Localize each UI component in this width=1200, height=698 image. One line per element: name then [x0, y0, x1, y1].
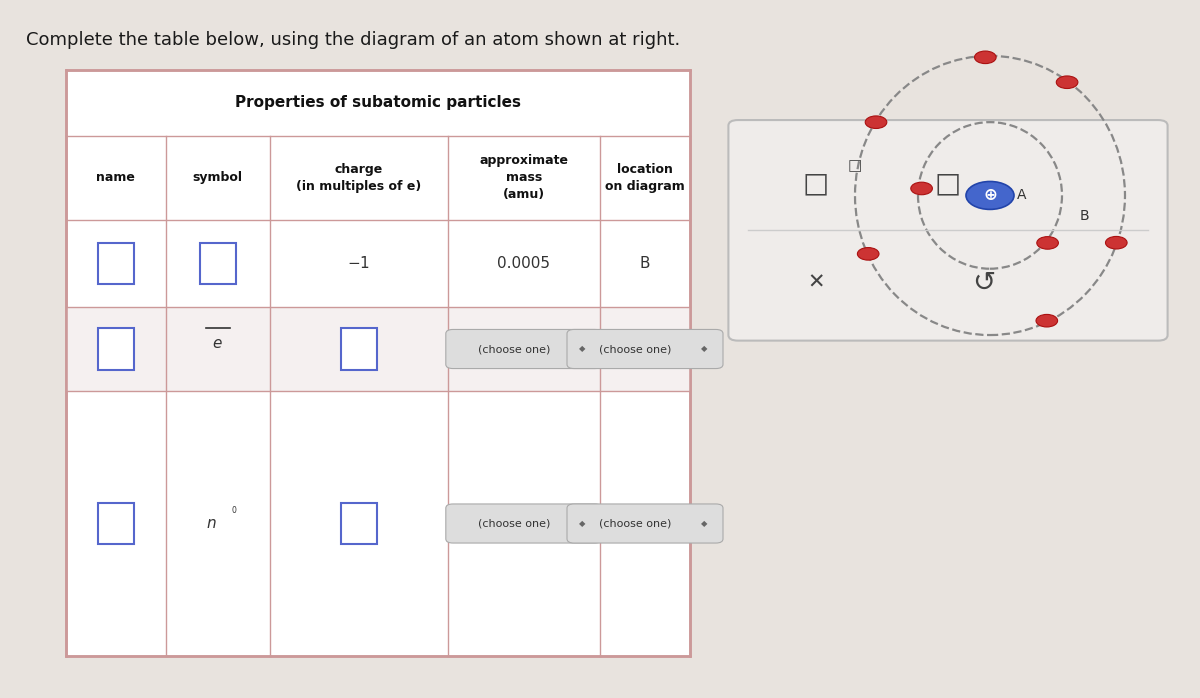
Text: □: □	[979, 191, 994, 207]
Text: ◆: ◆	[580, 345, 586, 353]
Circle shape	[966, 181, 1014, 209]
FancyBboxPatch shape	[341, 328, 377, 370]
Text: location
on diagram: location on diagram	[605, 163, 685, 193]
Text: ✕: ✕	[808, 273, 824, 292]
Text: □: □	[935, 170, 961, 198]
Circle shape	[1037, 237, 1058, 249]
Text: □: □	[803, 170, 829, 198]
Text: Complete the table below, using the diagram of an atom shown at right.: Complete the table below, using the diag…	[26, 31, 680, 50]
FancyBboxPatch shape	[341, 503, 377, 544]
Circle shape	[865, 116, 887, 128]
Text: (choose one): (choose one)	[478, 519, 551, 528]
Text: B: B	[640, 256, 650, 271]
Circle shape	[1056, 76, 1078, 89]
Circle shape	[911, 182, 932, 195]
Text: approximate
mass
(amu): approximate mass (amu)	[479, 154, 569, 202]
Text: $^{0}$: $^{0}$	[232, 506, 238, 516]
FancyBboxPatch shape	[568, 329, 722, 369]
Text: ◆: ◆	[580, 519, 586, 528]
FancyBboxPatch shape	[568, 504, 722, 543]
Text: $e$: $e$	[212, 336, 223, 351]
Text: $n$: $n$	[206, 516, 217, 531]
FancyBboxPatch shape	[98, 503, 134, 544]
Text: B: B	[1080, 209, 1090, 223]
FancyBboxPatch shape	[98, 242, 134, 285]
Text: name: name	[96, 172, 136, 184]
FancyBboxPatch shape	[446, 329, 602, 369]
FancyBboxPatch shape	[66, 70, 690, 656]
Text: ◆: ◆	[701, 345, 707, 353]
FancyBboxPatch shape	[98, 328, 134, 370]
FancyBboxPatch shape	[66, 307, 690, 391]
Circle shape	[857, 248, 878, 260]
Text: ⊕: ⊕	[983, 186, 997, 205]
Text: $-1$: $-1$	[347, 255, 371, 272]
Text: (choose one): (choose one)	[478, 344, 551, 354]
Text: ◆: ◆	[701, 519, 707, 528]
Circle shape	[974, 51, 996, 64]
FancyBboxPatch shape	[728, 120, 1168, 341]
Circle shape	[1036, 314, 1057, 327]
Text: 0.0005: 0.0005	[497, 256, 551, 271]
Text: Properties of subatomic particles: Properties of subatomic particles	[235, 96, 521, 110]
Text: (choose one): (choose one)	[599, 344, 672, 354]
Text: symbol: symbol	[193, 172, 242, 184]
Text: charge
(in multiples of e): charge (in multiples of e)	[296, 163, 421, 193]
FancyBboxPatch shape	[199, 242, 235, 285]
FancyBboxPatch shape	[446, 504, 602, 543]
Text: ↺: ↺	[972, 269, 996, 297]
Circle shape	[1105, 237, 1127, 249]
Text: (choose one): (choose one)	[599, 519, 672, 528]
Text: A: A	[1016, 188, 1026, 202]
Text: □: □	[847, 158, 862, 173]
